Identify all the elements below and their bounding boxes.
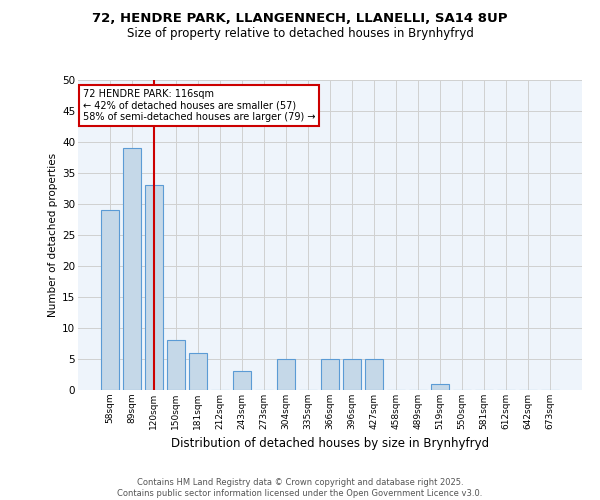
Text: Contains HM Land Registry data © Crown copyright and database right 2025.
Contai: Contains HM Land Registry data © Crown c… <box>118 478 482 498</box>
Bar <box>167 340 185 390</box>
Bar <box>365 359 383 390</box>
Bar <box>277 359 295 390</box>
Bar <box>189 353 206 390</box>
Bar <box>321 359 339 390</box>
Text: 72, HENDRE PARK, LLANGENNECH, LLANELLI, SA14 8UP: 72, HENDRE PARK, LLANGENNECH, LLANELLI, … <box>92 12 508 26</box>
Bar <box>145 186 163 390</box>
Bar <box>431 384 449 390</box>
Text: 72 HENDRE PARK: 116sqm
← 42% of detached houses are smaller (57)
58% of semi-det: 72 HENDRE PARK: 116sqm ← 42% of detached… <box>83 90 316 122</box>
Bar <box>123 148 140 390</box>
Y-axis label: Number of detached properties: Number of detached properties <box>48 153 58 317</box>
Text: Size of property relative to detached houses in Brynhyfryd: Size of property relative to detached ho… <box>127 28 473 40</box>
Bar <box>101 210 119 390</box>
Bar <box>233 372 251 390</box>
Bar <box>343 359 361 390</box>
X-axis label: Distribution of detached houses by size in Brynhyfryd: Distribution of detached houses by size … <box>171 438 489 450</box>
